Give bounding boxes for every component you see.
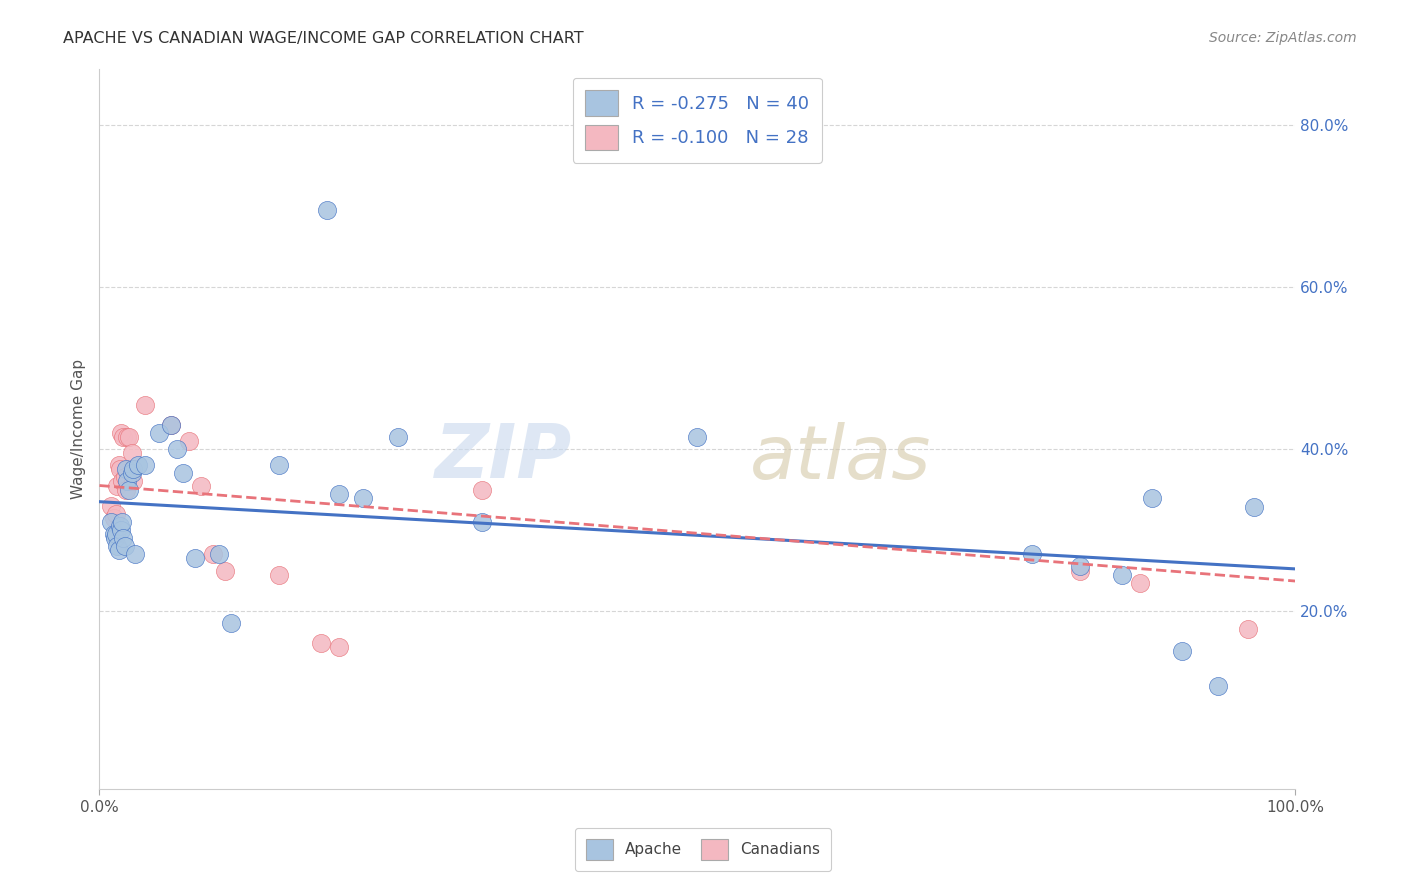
Point bbox=[387, 430, 409, 444]
Point bbox=[1171, 644, 1194, 658]
Point bbox=[114, 470, 136, 484]
Point bbox=[1206, 679, 1229, 693]
Point bbox=[115, 430, 138, 444]
Point bbox=[115, 475, 138, 489]
Point bbox=[107, 458, 129, 473]
Point bbox=[122, 475, 145, 489]
Point bbox=[1021, 547, 1043, 561]
Point bbox=[118, 430, 141, 444]
Point bbox=[107, 543, 129, 558]
Point bbox=[134, 458, 156, 473]
Point bbox=[110, 425, 132, 440]
Point bbox=[112, 531, 135, 545]
Point bbox=[100, 515, 122, 529]
Point bbox=[112, 430, 135, 444]
Point bbox=[127, 458, 149, 473]
Point bbox=[1069, 564, 1091, 578]
Point bbox=[104, 531, 127, 545]
Point bbox=[105, 507, 128, 521]
Point bbox=[114, 462, 136, 476]
Point bbox=[309, 636, 332, 650]
Point bbox=[100, 499, 122, 513]
Point bbox=[111, 515, 134, 529]
Point bbox=[1129, 575, 1152, 590]
Point bbox=[1243, 500, 1265, 515]
Point bbox=[208, 547, 231, 561]
Point bbox=[352, 491, 374, 505]
Point bbox=[105, 478, 128, 492]
Point bbox=[172, 467, 194, 481]
Point bbox=[108, 462, 131, 476]
Text: APACHE VS CANADIAN WAGE/INCOME GAP CORRELATION CHART: APACHE VS CANADIAN WAGE/INCOME GAP CORRE… bbox=[63, 31, 583, 46]
Point bbox=[1069, 559, 1091, 574]
Point bbox=[1236, 622, 1258, 636]
Point bbox=[148, 425, 170, 440]
Point bbox=[328, 486, 350, 500]
Text: ZIP: ZIP bbox=[434, 421, 572, 494]
Point bbox=[114, 483, 136, 497]
Point bbox=[179, 434, 201, 448]
Point bbox=[184, 551, 207, 566]
Point bbox=[219, 616, 242, 631]
Y-axis label: Wage/Income Gap: Wage/Income Gap bbox=[72, 359, 86, 499]
Point bbox=[471, 483, 494, 497]
Text: atlas: atlas bbox=[751, 422, 932, 493]
Point bbox=[686, 430, 709, 444]
Point bbox=[267, 458, 290, 473]
Legend: Apache, Canadians: Apache, Canadians bbox=[575, 828, 831, 871]
Point bbox=[328, 640, 350, 655]
Point bbox=[111, 475, 134, 489]
Point bbox=[124, 547, 146, 561]
Point bbox=[1140, 491, 1163, 505]
Point bbox=[214, 564, 236, 578]
Point bbox=[118, 483, 141, 497]
Point bbox=[121, 467, 143, 481]
Point bbox=[190, 478, 212, 492]
Text: Source: ZipAtlas.com: Source: ZipAtlas.com bbox=[1209, 31, 1357, 45]
Point bbox=[108, 519, 131, 533]
Point bbox=[134, 398, 156, 412]
Point bbox=[105, 527, 128, 541]
Point bbox=[103, 511, 125, 525]
Point bbox=[121, 446, 143, 460]
Point bbox=[122, 462, 145, 476]
Point bbox=[105, 539, 128, 553]
Point bbox=[110, 523, 132, 537]
Point bbox=[267, 567, 290, 582]
Point bbox=[103, 527, 125, 541]
Point bbox=[1111, 567, 1133, 582]
Point bbox=[160, 417, 183, 432]
Point bbox=[471, 515, 494, 529]
Point bbox=[202, 547, 225, 561]
Point bbox=[166, 442, 188, 456]
Point bbox=[114, 539, 136, 553]
Legend: R = -0.275   N = 40, R = -0.100   N = 28: R = -0.275 N = 40, R = -0.100 N = 28 bbox=[572, 78, 823, 163]
Point bbox=[160, 417, 183, 432]
Point bbox=[315, 203, 337, 218]
